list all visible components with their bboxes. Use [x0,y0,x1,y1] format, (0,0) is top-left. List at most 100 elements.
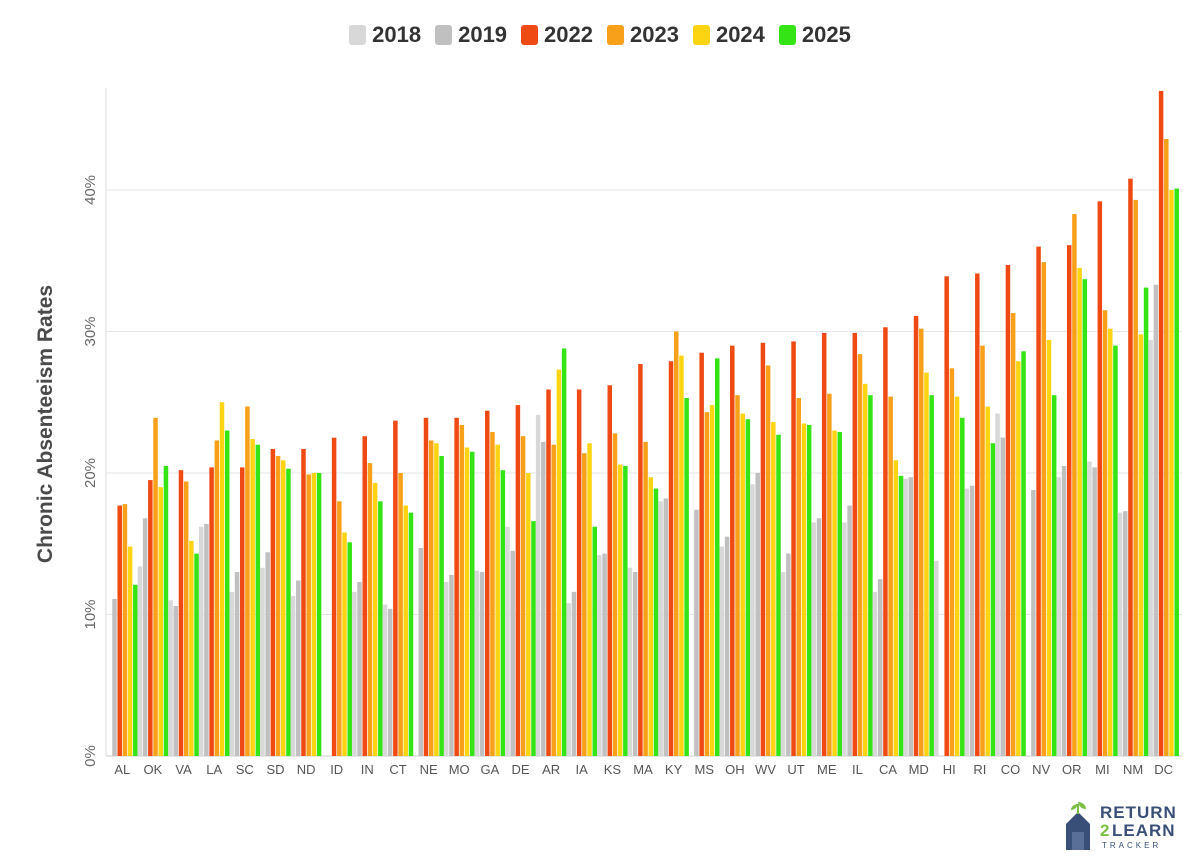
bar-MO-2024[interactable] [464,447,470,756]
bar-ND-2022[interactable] [301,448,306,756]
bar-UT-2018[interactable] [780,572,786,756]
bar-MD-2024[interactable] [924,372,929,756]
bar-SD-2025[interactable] [286,468,291,756]
bar-SC-2018[interactable] [229,591,235,756]
bar-WV-2022[interactable] [760,342,766,756]
bar-NE-2022[interactable] [423,417,429,756]
bar-IA-2025[interactable] [592,526,597,756]
bar-AR-2019[interactable] [541,441,546,756]
bar-ME-2018[interactable] [811,522,817,756]
bar-CT-2023[interactable] [398,473,403,756]
bar-KS-2024[interactable] [617,464,623,756]
bar-MI-2025[interactable] [1113,345,1118,756]
bar-OK-2022[interactable] [148,480,153,756]
bar-AL-2025[interactable] [133,584,138,756]
bar-UT-2024[interactable] [801,423,807,756]
bar-RI-2025[interactable] [990,443,996,756]
bar-DC-2023[interactable] [1164,139,1169,756]
bar-MA-2025[interactable] [653,488,659,756]
bar-CO-2024[interactable] [1016,361,1021,756]
bar-CA-2018[interactable] [872,591,878,756]
legend-item-2022[interactable]: 2022 [521,22,593,48]
bar-KY-2022[interactable] [668,361,674,756]
bar-IN-2023[interactable] [367,463,373,756]
bar-UT-2025[interactable] [806,424,812,756]
bar-HI-2024[interactable] [954,396,960,756]
bar-IL-2025[interactable] [868,395,873,756]
bar-DE-2025[interactable] [531,521,536,756]
bar-NM-2023[interactable] [1133,199,1138,756]
bar-MS-2024[interactable] [709,405,715,756]
bar-VA-2018[interactable] [168,600,173,756]
bar-MA-2019[interactable] [632,572,638,756]
bar-CO-2019[interactable] [1000,437,1005,757]
bar-DE-2019[interactable] [510,550,515,756]
bar-CT-2025[interactable] [408,512,414,756]
bar-OR-2019[interactable] [1061,465,1067,756]
bar-KS-2025[interactable] [623,465,628,756]
bar-HI-2025[interactable] [960,417,965,756]
bar-MS-2019[interactable] [694,509,699,756]
bar-DE-2018[interactable] [505,526,510,756]
bar-OK-2025[interactable] [163,465,169,756]
bar-RI-2022[interactable] [975,273,980,756]
bar-OR-2024[interactable] [1077,267,1082,756]
bar-ME-2022[interactable] [821,332,827,756]
bar-SC-2019[interactable] [234,572,240,756]
legend-item-2025[interactable]: 2025 [778,22,851,48]
bar-LA-2025[interactable] [224,430,230,756]
bar-NE-2023[interactable] [428,440,434,756]
bar-LA-2019[interactable] [204,523,209,756]
bar-KS-2022[interactable] [607,385,613,756]
bar-AR-2024[interactable] [556,369,562,756]
legend-item-2023[interactable]: 2023 [607,22,679,48]
bar-NM-2024[interactable] [1138,334,1144,756]
bar-IN-2022[interactable] [362,436,367,756]
bar-WV-2019[interactable] [755,473,760,756]
bar-NM-2022[interactable] [1128,178,1133,756]
bar-HI-2022[interactable] [944,276,949,756]
bar-MO-2023[interactable] [459,424,465,756]
bar-IA-2018[interactable] [566,603,571,756]
bar-LA-2018[interactable] [198,526,204,756]
bar-DE-2022[interactable] [515,405,521,756]
bar-NE-2024[interactable] [434,443,439,756]
bar-CA-2023[interactable] [888,396,893,756]
bar-OR-2022[interactable] [1066,245,1072,756]
bar-MI-2019[interactable] [1092,467,1097,756]
bar-LA-2024[interactable] [219,402,225,756]
bar-ID-2024[interactable] [342,532,347,756]
bar-CT-2019[interactable] [387,608,393,756]
bar-HI-2023[interactable] [949,368,955,756]
bar-VA-2023[interactable] [183,481,189,756]
bar-CT-2018[interactable] [382,604,388,756]
bar-SC-2023[interactable] [245,406,250,757]
bar-SD-2018[interactable] [260,567,265,756]
bar-DC-2024[interactable] [1169,190,1174,756]
bar-DC-2022[interactable] [1158,90,1164,756]
bar-CA-2019[interactable] [877,579,883,757]
bar-OK-2018[interactable] [137,566,143,756]
bar-ND-2023[interactable] [306,474,311,756]
bar-ID-2025[interactable] [347,542,352,756]
bar-SD-2023[interactable] [275,456,281,756]
bar-MA-2018[interactable] [627,567,633,756]
bar-DE-2023[interactable] [520,436,526,756]
bar-CT-2024[interactable] [403,505,409,756]
bar-LA-2022[interactable] [209,467,214,756]
bar-CA-2024[interactable] [893,460,899,756]
bar-GA-2023[interactable] [490,431,495,756]
bar-KS-2023[interactable] [612,433,618,756]
bar-RI-2023[interactable] [980,345,985,756]
bar-WV-2025[interactable] [776,434,781,756]
bar-GA-2022[interactable] [485,410,490,756]
bar-SD-2024[interactable] [281,460,286,756]
bar-ME-2024[interactable] [832,430,837,756]
bar-AR-2018[interactable] [535,414,541,756]
bar-WV-2023[interactable] [765,365,771,756]
bar-OK-2023[interactable] [153,417,158,756]
bar-AL-2023[interactable] [122,504,128,756]
bar-VA-2022[interactable] [178,470,184,756]
bar-OR-2023[interactable] [1072,214,1077,756]
bar-IN-2019[interactable] [357,581,362,756]
